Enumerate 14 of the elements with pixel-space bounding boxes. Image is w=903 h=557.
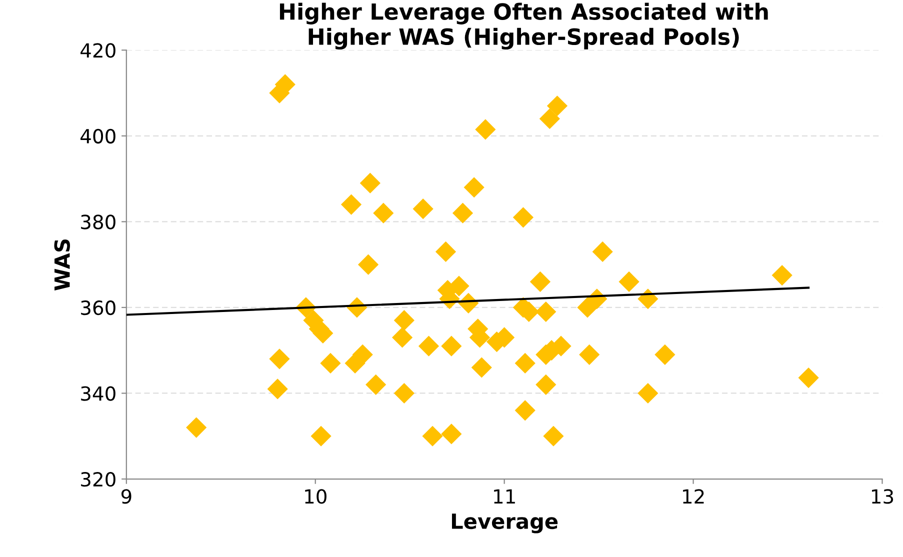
y-tick-label: 320: [81, 472, 116, 487]
x-axis-title: Leverage: [452, 514, 558, 534]
y-tick-label: 340: [81, 386, 116, 401]
chart-title: Higher Leverage Often Associated with Higher WAS (Higher-Spread Pools): [280, 2, 768, 50]
y-axis-title: WAS: [54, 240, 70, 291]
x-tick-label: 9: [121, 489, 132, 504]
y-tick-label: 380: [81, 214, 116, 230]
x-tick-label: 11: [494, 489, 515, 504]
x-tick-label: 10: [305, 489, 326, 504]
y-tick-label: 360: [81, 300, 116, 316]
y-tick-label: 400: [80, 128, 116, 144]
x-tick-label: 12: [683, 489, 704, 504]
x-tick-label: 13: [872, 489, 894, 504]
y-tick-label: 420: [80, 43, 116, 58]
